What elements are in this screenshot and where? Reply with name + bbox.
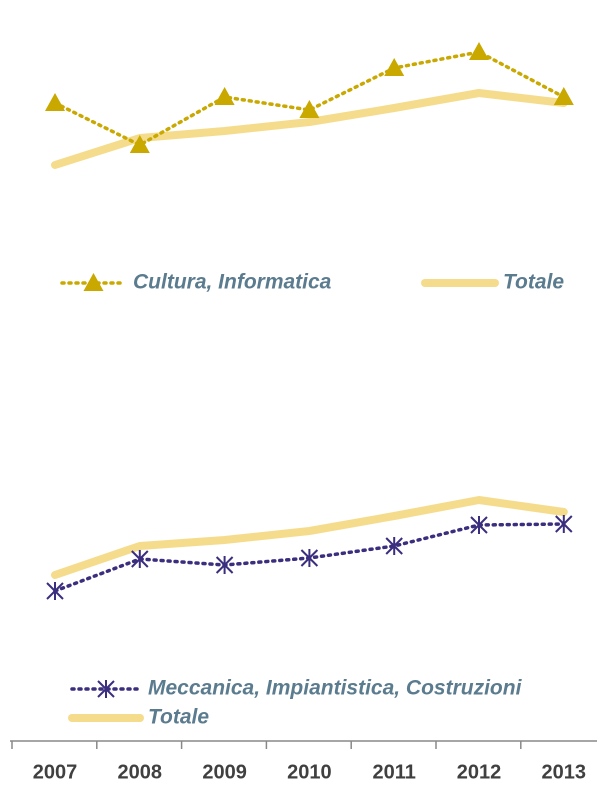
x-tick-label: 2010 — [287, 761, 332, 783]
marker — [83, 273, 104, 291]
series-line — [53, 50, 566, 147]
legend-label: Meccanica, Impiantistica, Costruzioni — [148, 677, 523, 700]
x-tick-label: 2011 — [373, 761, 416, 783]
legend-label: Totale — [503, 271, 564, 294]
marker — [300, 549, 319, 567]
marker — [215, 556, 234, 574]
marker — [385, 537, 403, 555]
marker — [46, 582, 64, 600]
marker — [470, 516, 488, 534]
marker — [131, 550, 149, 568]
legend-label: Cultura, Informatica — [133, 271, 332, 294]
x-tick-label: 2013 — [542, 761, 587, 783]
marker — [45, 93, 65, 111]
x-tick-label: 2009 — [202, 761, 247, 783]
marker — [553, 87, 574, 105]
marker — [555, 515, 573, 533]
marker — [469, 42, 489, 60]
marker — [214, 87, 235, 105]
x-tick-label: 2008 — [118, 761, 163, 783]
marker — [97, 680, 115, 698]
x-tick-label: 2012 — [457, 761, 502, 783]
series-line — [51, 496, 568, 579]
marker — [299, 100, 320, 118]
legend-label: Totale — [148, 706, 209, 729]
x-tick-label: 2007 — [33, 761, 78, 783]
marker — [129, 135, 150, 153]
marker — [384, 58, 405, 76]
